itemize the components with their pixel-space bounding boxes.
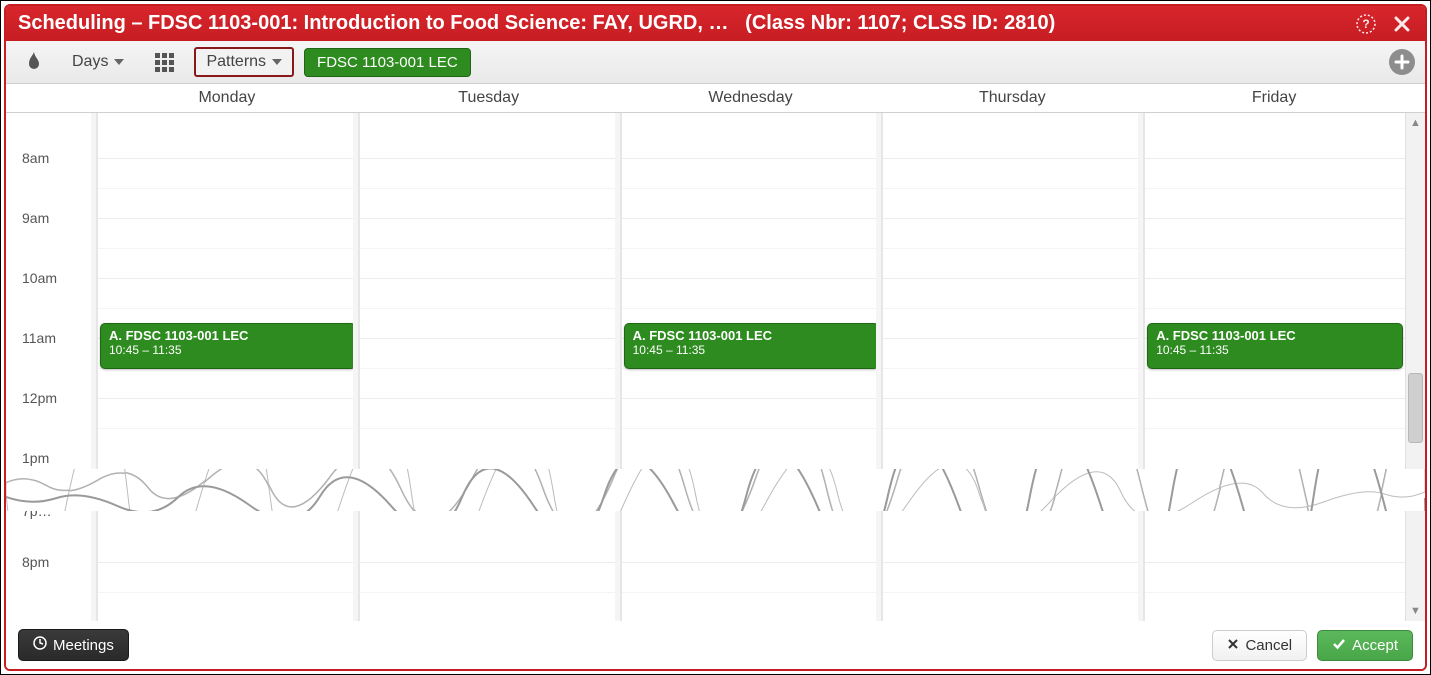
time-label: 1pm	[22, 450, 49, 466]
patterns-label: Patterns	[206, 53, 266, 71]
add-button[interactable]	[1389, 49, 1415, 75]
footer: Meetings Cancel Accept	[6, 621, 1425, 669]
calendar-grid-lower[interactable]: 7p… 8pm ▼	[6, 511, 1425, 621]
day-column[interactable]: A. FDSC 1103-001 LEC10:45 – 11:35	[1143, 113, 1405, 469]
scheduling-dialog: Scheduling – FDSC 1103-001: Introduction…	[4, 4, 1427, 671]
day-header: Thursday	[881, 84, 1143, 112]
time-label: 12pm	[22, 390, 57, 406]
time-label: 8pm	[22, 554, 49, 570]
x-icon	[1227, 637, 1239, 654]
day-column[interactable]	[881, 511, 1143, 621]
grid-view-icon[interactable]	[144, 48, 184, 76]
torn-divider	[6, 469, 1425, 511]
event-title: A. FDSC 1103-001 LEC	[109, 328, 347, 343]
day-header: Monday	[96, 84, 358, 112]
time-label: 9am	[22, 210, 49, 226]
event-time: 10:45 – 11:35	[1156, 343, 1394, 357]
day-column[interactable]	[1143, 511, 1405, 621]
clock-icon	[33, 636, 47, 654]
check-icon	[1332, 637, 1346, 654]
toolbar: Days Patterns FDSC 1103-001 LEC	[6, 41, 1425, 84]
time-gutter: 8am 9am 10am 11am 12pm 1pm	[6, 113, 96, 469]
close-icon[interactable]	[1391, 13, 1413, 35]
titlebar: Scheduling – FDSC 1103-001: Introduction…	[6, 6, 1425, 41]
day-column[interactable]: A. FDSC 1103-001 LEC10:45 – 11:35	[96, 113, 358, 469]
day-header: Tuesday	[358, 84, 620, 112]
calendar-grid-upper[interactable]: 8am 9am 10am 11am 12pm 1pm A. FDSC 1103-001 L…	[6, 113, 1425, 469]
dialog-title: Scheduling – FDSC 1103-001: Introduction…	[18, 12, 1347, 35]
day-header: Wednesday	[620, 84, 882, 112]
meetings-label: Meetings	[53, 637, 114, 654]
accept-label: Accept	[1352, 637, 1398, 654]
patterns-dropdown[interactable]: Patterns	[194, 47, 294, 77]
event-time: 10:45 – 11:35	[109, 343, 347, 357]
event-time: 10:45 – 11:35	[633, 343, 871, 357]
time-label: 10am	[22, 270, 57, 286]
help-icon[interactable]: ?	[1355, 13, 1377, 35]
chevron-down-icon	[114, 59, 124, 65]
days-label: Days	[72, 53, 108, 71]
day-column[interactable]	[620, 511, 882, 621]
section-pill[interactable]: FDSC 1103-001 LEC	[304, 48, 471, 77]
heatmap-icon[interactable]	[16, 48, 52, 76]
calendar-event[interactable]: A. FDSC 1103-001 LEC10:45 – 11:35	[624, 323, 880, 369]
day-column[interactable]: A. FDSC 1103-001 LEC10:45 – 11:35	[620, 113, 882, 469]
chevron-down-icon	[272, 59, 282, 65]
scroll-up-icon[interactable]: ▲	[1406, 113, 1425, 133]
svg-text:?: ?	[1362, 17, 1369, 31]
event-title: A. FDSC 1103-001 LEC	[1156, 328, 1394, 343]
cancel-button[interactable]: Cancel	[1212, 630, 1307, 661]
cancel-label: Cancel	[1245, 637, 1292, 654]
accept-button[interactable]: Accept	[1317, 630, 1413, 661]
day-column[interactable]	[881, 113, 1143, 469]
time-label: 11am	[22, 330, 56, 346]
day-column[interactable]	[96, 511, 358, 621]
day-headers: MondayTuesdayWednesdayThursdayFriday	[6, 84, 1425, 113]
scrollbar[interactable]: ▲	[1405, 113, 1425, 469]
scrollbar[interactable]: ▼	[1405, 511, 1425, 621]
time-label: 7p…	[22, 511, 52, 519]
time-gutter: 7p… 8pm	[6, 511, 96, 621]
days-dropdown[interactable]: Days	[62, 49, 134, 75]
calendar-event[interactable]: A. FDSC 1103-001 LEC10:45 – 11:35	[1147, 323, 1403, 369]
day-column[interactable]	[358, 511, 620, 621]
day-column[interactable]	[358, 113, 620, 469]
day-header: Friday	[1143, 84, 1405, 112]
time-label: 8am	[22, 150, 49, 166]
event-title: A. FDSC 1103-001 LEC	[633, 328, 871, 343]
scroll-down-icon[interactable]: ▼	[1406, 601, 1425, 621]
scrollbar-thumb[interactable]	[1408, 373, 1423, 443]
calendar-event[interactable]: A. FDSC 1103-001 LEC10:45 – 11:35	[100, 323, 356, 369]
meetings-button[interactable]: Meetings	[18, 629, 129, 661]
